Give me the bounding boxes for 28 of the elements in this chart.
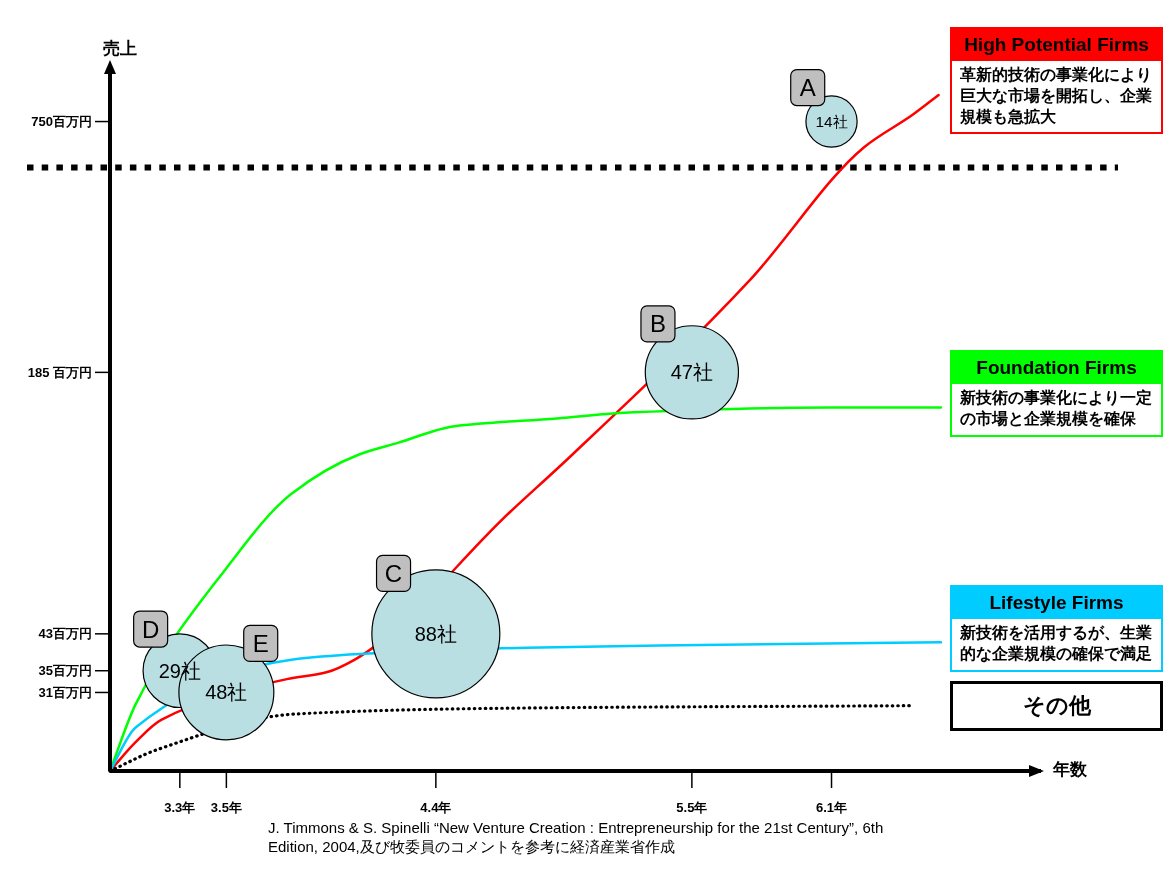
x-tick-label: 3.5年	[210, 799, 242, 815]
annotation: A	[799, 74, 816, 102]
annotation: E	[252, 629, 269, 657]
annotation: 新技術の事業化により一定の市場と企業規模を確保	[959, 388, 1153, 429]
annotation: 47社	[670, 361, 713, 384]
y-tick-label: 750百万円	[31, 114, 92, 130]
x-tick-label: 6.1年	[815, 799, 848, 815]
x-tick-label: 3.3年	[164, 799, 196, 815]
x-tick-label: 5.5年	[676, 799, 708, 815]
text: Foundation Firms	[952, 352, 1161, 385]
annotation: 14社	[815, 113, 848, 131]
x-axis-title: 年数	[1052, 759, 1088, 779]
annotation: 新技術を活用するが、生業的な企業規模の確保で満足	[959, 622, 1153, 665]
annotation: C	[384, 559, 403, 587]
y-tick-label: 31百万円	[38, 684, 92, 700]
annotation: B	[649, 310, 666, 338]
y-tick-label: 185 百万円	[27, 364, 92, 380]
text: J. Timmons & S. Spinelli “New Venture Creation : Entrepreneurship for the 21st Century”, 6th Edition, 2004,及び牧委員のコメントを参考に経済産業省作成	[268, 819, 885, 857]
text: Lifestyle Firms	[952, 586, 1161, 619]
annotation: 革新的技術の事業化により巨大な市場を開拓し、企業規模も急拡大	[959, 65, 1153, 128]
annotation: 88社	[414, 622, 457, 645]
y-tick-label: 43百万円	[38, 626, 92, 642]
y-axis-title: 売上	[103, 38, 137, 58]
x-tick-label: 4.4年	[420, 799, 452, 815]
text: High Potential Firms	[952, 29, 1161, 62]
annotation: D	[141, 615, 160, 643]
y-tick-label: 35百万円	[38, 663, 92, 679]
annotation: 48社	[205, 681, 248, 704]
